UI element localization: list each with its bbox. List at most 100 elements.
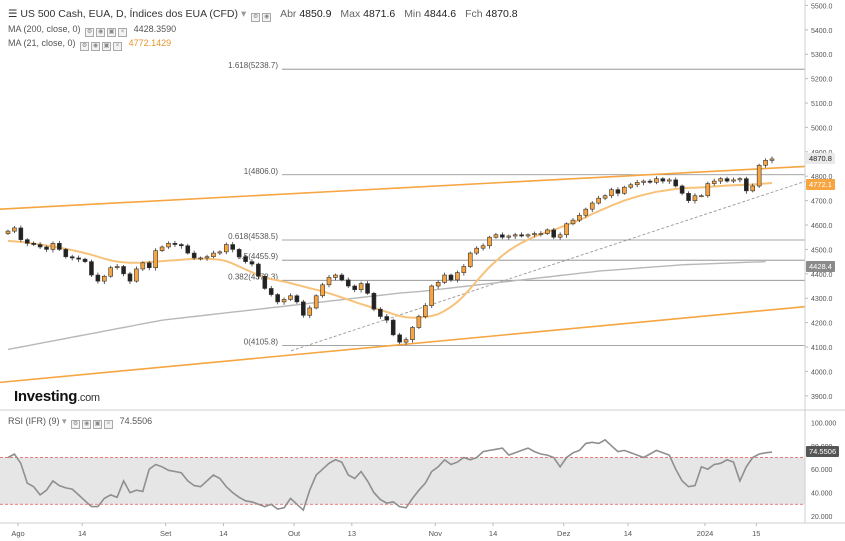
fib-level-label: 1.618(5238.7): [228, 61, 278, 70]
close-label: Fch: [465, 8, 483, 20]
lock-icon[interactable]: ▣: [93, 420, 103, 429]
candle: [756, 164, 762, 187]
close-icon[interactable]: ×: [113, 42, 123, 51]
candle: [731, 179, 736, 182]
candle: [31, 243, 36, 245]
x-tick-label: 15: [752, 529, 760, 538]
y-tick-label: 4600.0: [811, 223, 833, 230]
candle: [416, 316, 422, 328]
x-tick-label: 14: [78, 529, 86, 538]
candle: [448, 274, 454, 281]
candle: [108, 267, 114, 277]
lock-icon[interactable]: ▣: [102, 42, 112, 51]
settings-icon[interactable]: ⚙: [251, 13, 261, 22]
candle: [487, 236, 492, 247]
rsi-legend: RSI (IFR) (9) ▾ ⚙ ◉ ▣ × 74.5506: [8, 416, 152, 429]
candles: [5, 156, 775, 345]
fib-level-label: 0(4105.8): [244, 338, 279, 347]
candle: [371, 293, 377, 310]
chart-title: US 500 Cash, EUA, D, Índices dos EUA (CF…: [20, 8, 239, 20]
y-tick-label: 5500.0: [811, 3, 833, 10]
candle: [461, 266, 467, 273]
candle: [345, 279, 351, 287]
candle: [153, 250, 158, 269]
candle: [429, 285, 435, 306]
ma200-line: [7, 260, 766, 351]
candle: [474, 247, 479, 254]
candle: [275, 294, 280, 303]
rsi-value-tag: 74.5506: [806, 446, 840, 458]
eye-icon[interactable]: ◉: [96, 28, 106, 37]
candle: [641, 180, 646, 183]
settings-icon[interactable]: ⚙: [80, 42, 90, 51]
y-tick-label: 5100.0: [811, 101, 833, 108]
ma21-legend: MA (21, close, 0) ⚙ ◉ ▣ × 4772.1429: [8, 38, 171, 51]
eye-icon[interactable]: ◉: [82, 420, 92, 429]
candle: [256, 263, 261, 277]
eye-icon[interactable]: ◉: [91, 42, 101, 51]
candle: [615, 189, 621, 194]
candle: [76, 257, 81, 260]
x-tick-label: 14: [624, 529, 632, 538]
candle: [622, 186, 627, 194]
open-value: 4850.9: [299, 8, 332, 20]
candle: [557, 234, 563, 238]
rsi-polyline: [7, 438, 773, 512]
candle: [159, 246, 165, 251]
lock-icon[interactable]: ▣: [107, 28, 117, 37]
eye-icon[interactable]: ◉: [262, 13, 272, 22]
candle: [705, 183, 711, 197]
candle: [577, 214, 582, 221]
high-label: Max: [340, 8, 361, 20]
chevron-down-icon[interactable]: ▾: [62, 416, 67, 426]
settings-icon[interactable]: ⚙: [71, 420, 81, 429]
candle: [666, 179, 672, 182]
candle: [455, 272, 460, 281]
candle: [763, 160, 768, 166]
candle: [692, 195, 698, 201]
candle: [403, 339, 409, 343]
candle: [217, 251, 223, 254]
ma21-price-tag: 4772.1: [806, 179, 835, 191]
candle: [18, 227, 24, 240]
x-tick-label: 2024: [697, 529, 714, 538]
candle: [519, 234, 524, 237]
rsi-band: [0, 457, 805, 505]
candle: [699, 195, 704, 198]
candle: [134, 268, 139, 282]
candle: [634, 182, 640, 186]
y-tick-label: 4800.0: [811, 174, 833, 181]
candle: [352, 285, 357, 290]
ma200-value: 4428.3590: [133, 24, 177, 34]
candle: [204, 256, 210, 259]
ma21-label: MA (21, close, 0): [8, 38, 76, 48]
candle: [724, 178, 730, 182]
rsi-neutral-band: [0, 457, 805, 505]
x-tick-label: 14: [219, 529, 227, 538]
channel-lower-line: [0, 305, 806, 384]
rsi-tick-label: 40.000: [811, 491, 833, 498]
y-tick-label: 5300.0: [811, 52, 833, 59]
settings-icon[interactable]: ⚙: [85, 28, 95, 37]
candle: [191, 252, 197, 259]
candle: [102, 275, 107, 282]
channel-upper-line: [0, 165, 806, 210]
candle: [211, 252, 216, 258]
candle: [365, 283, 370, 294]
chevron-down-icon[interactable]: ▾: [240, 8, 247, 20]
x-tick-label: Dez: [557, 529, 571, 538]
menu-icon[interactable]: ☰: [8, 8, 18, 20]
candle: [596, 197, 601, 204]
candle: [294, 295, 300, 303]
candle: [423, 305, 428, 317]
candle: [679, 185, 685, 194]
close-icon[interactable]: ×: [118, 28, 128, 37]
close-icon[interactable]: ×: [104, 420, 114, 429]
candle: [538, 233, 544, 235]
candle: [69, 256, 75, 259]
candle: [166, 243, 171, 248]
chart-title-row: ☰ US 500 Cash, EUA, D, Índices dos EUA (…: [8, 8, 518, 22]
candle: [532, 233, 537, 236]
candle: [589, 202, 595, 210]
